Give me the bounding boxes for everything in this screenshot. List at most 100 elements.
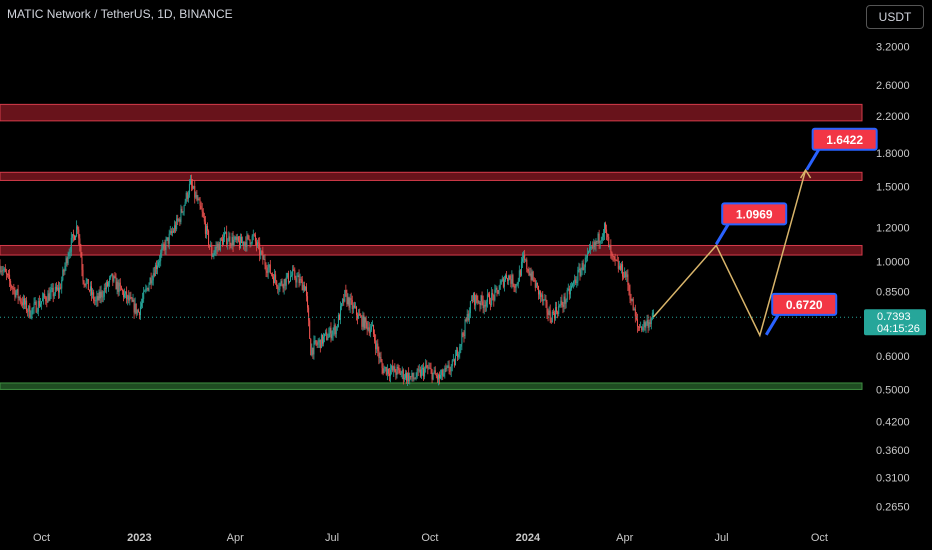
- candle-body: [553, 313, 555, 319]
- candle-body: [97, 296, 99, 301]
- candle-body: [36, 311, 38, 313]
- candle-body: [632, 298, 634, 311]
- candle-body: [361, 316, 363, 327]
- candle-body: [323, 336, 325, 344]
- candle-body: [581, 263, 583, 270]
- candle-body: [236, 236, 238, 240]
- candle-body: [271, 274, 273, 277]
- candle-body: [151, 280, 153, 284]
- candle-body: [209, 244, 211, 247]
- candle-body: [496, 287, 498, 291]
- candle-body: [228, 236, 230, 242]
- candle-body: [93, 292, 95, 301]
- candle-body: [416, 369, 418, 378]
- candle-body: [26, 300, 28, 311]
- candle-body: [648, 322, 650, 328]
- candle-body: [34, 301, 36, 304]
- candle-body: [559, 304, 561, 306]
- candle-body: [341, 303, 343, 307]
- currency-button[interactable]: USDT: [866, 5, 924, 29]
- candle-body: [155, 265, 157, 270]
- candle-body: [242, 241, 244, 244]
- target-callout[interactable]: 0.6720: [771, 292, 838, 316]
- candle-body: [191, 179, 193, 186]
- candle-body: [460, 344, 462, 347]
- candle-body: [284, 279, 286, 286]
- candle-body: [132, 299, 134, 302]
- candle-body: [177, 218, 179, 221]
- candle-body: [46, 301, 48, 303]
- resistance-zone[interactable]: [0, 103, 863, 122]
- candle-body: [541, 294, 543, 297]
- support-zone[interactable]: [0, 382, 863, 390]
- candle-body: [45, 297, 47, 302]
- candle-body: [234, 236, 236, 240]
- candle-body: [348, 297, 350, 308]
- candle-body: [406, 372, 408, 381]
- candle-body: [293, 269, 295, 271]
- target-callout[interactable]: 1.0969: [721, 202, 788, 226]
- candle-body: [1, 270, 3, 272]
- candle-body: [567, 288, 569, 291]
- resistance-zone[interactable]: [0, 171, 863, 181]
- candle-body: [421, 367, 423, 370]
- candle-body: [33, 303, 35, 308]
- candle-body: [233, 239, 235, 246]
- candle-body: [104, 288, 106, 290]
- candle-body: [370, 326, 372, 330]
- projection-path[interactable]: [652, 169, 807, 338]
- candle-body: [157, 265, 159, 270]
- candle-body: [240, 236, 242, 248]
- candle-body: [543, 299, 545, 301]
- resistance-zone[interactable]: [0, 244, 863, 256]
- candle-body: [327, 337, 329, 341]
- candle-body: [627, 274, 629, 286]
- candle-body: [14, 288, 16, 298]
- candle-body: [164, 245, 166, 250]
- y-tick-label: 0.3600: [876, 445, 910, 457]
- candle-body: [150, 277, 152, 284]
- candle-body: [580, 269, 582, 277]
- x-tick-label: Apr: [227, 532, 244, 544]
- candle-body: [407, 372, 409, 381]
- candle-body: [3, 268, 5, 271]
- candle-body: [484, 304, 486, 307]
- price-tag: [864, 309, 926, 336]
- candle-body: [449, 370, 451, 372]
- candle-body: [174, 225, 176, 232]
- candle-body: [194, 186, 196, 198]
- candle-body: [434, 370, 436, 375]
- candle-body: [255, 241, 257, 246]
- candle-body: [217, 243, 219, 248]
- candle-body: [13, 288, 15, 290]
- candle-body: [52, 287, 54, 297]
- candle-body: [25, 300, 27, 305]
- candle-body: [586, 253, 588, 258]
- candle-body: [82, 269, 84, 282]
- candle-body: [518, 270, 520, 282]
- candle-body: [388, 373, 390, 376]
- candle-body: [376, 343, 378, 350]
- candle-body: [379, 357, 381, 359]
- target-callout[interactable]: 1.6422: [811, 127, 878, 151]
- candle-body: [652, 312, 654, 314]
- candle-body: [307, 296, 309, 308]
- candle-body: [563, 296, 565, 307]
- candle-body: [110, 275, 112, 278]
- candle-body: [526, 259, 528, 270]
- callout-box: [771, 292, 838, 316]
- candle-body: [565, 299, 567, 304]
- candle-body: [71, 234, 73, 238]
- candle-body: [564, 296, 566, 304]
- candle-body: [196, 194, 198, 201]
- candle-body: [62, 269, 64, 281]
- y-tick-label: 1.8000: [876, 148, 910, 160]
- price-tag-countdown: 04:15:26: [877, 323, 920, 335]
- candle-body: [200, 205, 202, 210]
- candle-body: [617, 261, 619, 269]
- candle-body: [192, 185, 194, 189]
- x-tick-label: Oct: [811, 532, 828, 544]
- candle-body: [536, 283, 538, 286]
- candle-body: [329, 327, 331, 334]
